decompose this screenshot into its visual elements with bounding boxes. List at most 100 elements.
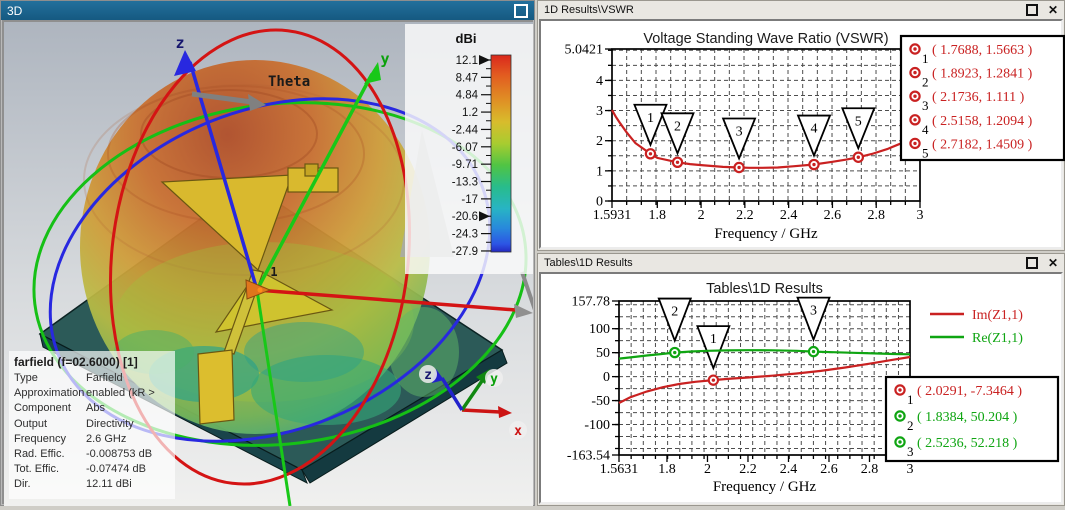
z-axis-arrowhead <box>174 50 196 76</box>
theta-arrowhead <box>248 94 266 111</box>
3d-viewport-window: 3D <box>0 0 535 506</box>
curve-Im(Z1,1) <box>618 355 911 404</box>
maximize-icon[interactable] <box>1025 4 1038 16</box>
colorbar-tick-label: -17 <box>461 194 478 206</box>
curve-Re(Z1,1) <box>618 349 911 360</box>
maximize-icon[interactable] <box>1025 257 1038 269</box>
legend-marker-number: 3 <box>907 444 914 459</box>
colorbar-range-arrow-icon[interactable] <box>479 211 490 222</box>
legend-marker-icon-dot <box>913 70 917 75</box>
x-tick-label: 2.6 <box>820 462 838 477</box>
colorbar[interactable] <box>405 24 533 274</box>
x-tick-label: 2 <box>698 208 705 223</box>
info-row: Component Abs <box>14 401 175 416</box>
marker-flag-number: 2 <box>674 119 681 134</box>
colorbar-tick-label: -6.07 <box>452 142 478 154</box>
info-row-label: Output <box>14 417 48 430</box>
colorbar-tick-label: -20.6 <box>452 211 478 223</box>
x-tick-label: 2.8 <box>867 208 885 223</box>
marker-flag-number: 4 <box>810 122 817 137</box>
info-row-label: Rad. Effic. <box>14 448 65 461</box>
colorbar-tick-label: -2.44 <box>452 124 479 136</box>
triad-y-badge <box>485 369 503 387</box>
legend-marker-icon-dot <box>898 440 902 444</box>
y-tick-label: 0 <box>603 370 610 385</box>
y-tick-label: 157.78 <box>572 295 611 310</box>
x-axis-line <box>256 288 517 312</box>
y-tick-label: 0 <box>596 195 603 210</box>
marker-flag[interactable] <box>660 112 695 156</box>
3d-window-titlebar[interactable]: 3D <box>1 1 534 20</box>
marker-flag-number: 3 <box>736 125 743 140</box>
theta-label: Theta <box>268 74 310 90</box>
y-axis-line <box>255 73 374 291</box>
antenna-bowtie <box>160 163 339 425</box>
marker-flag[interactable] <box>696 325 731 371</box>
legend-marker-icon-dot <box>898 388 902 392</box>
z-axis-label: z <box>175 34 184 52</box>
marker-flag[interactable] <box>796 114 832 158</box>
plot-title: Voltage Standing Wave Ratio (VSWR) <box>643 31 888 47</box>
info-row-value: -0.07474 dB <box>86 463 146 476</box>
legend-marker-value: ( 2.7182, 1.4509 ) <box>932 137 1033 152</box>
legend-series-name: Im(Z1,1) <box>972 308 1023 323</box>
close-icon[interactable]: ✕ <box>1047 256 1058 270</box>
vswr-window-titlebar[interactable]: 1D Results\VSWR ✕ <box>538 1 1064 19</box>
y-tick-label: -100 <box>584 418 610 433</box>
x-tick-label: 2.4 <box>780 208 798 223</box>
y-tick-label: 5.0421 <box>565 43 604 58</box>
legend-marker-value: ( 1.7688, 1.5663 ) <box>932 43 1033 58</box>
x-tick-label: 2 <box>704 462 711 477</box>
farfield-info-title: farfield (f=02.6000) [1] <box>14 355 138 369</box>
marker-flag[interactable] <box>633 103 668 148</box>
orbit-red <box>108 28 412 486</box>
x-axis-arrowhead <box>514 304 533 318</box>
colorbar-range-arrow-icon[interactable] <box>479 55 490 65</box>
close-icon[interactable]: ✕ <box>1047 3 1058 17</box>
info-row-value: Abs <box>86 402 105 415</box>
legend-series-name: Re(Z1,1) <box>972 331 1023 346</box>
tables-plot-area[interactable]: 1.5631 1.8 2 2.2 2.4 2.6 2.8 3 -163.54 -100 -50 0 50… <box>539 272 1063 504</box>
colorbar-tick-label: 4.84 <box>456 90 479 102</box>
data-marker-dot <box>856 155 861 159</box>
colorbar-tick-label: -27.9 <box>452 246 478 258</box>
tables-result-window: Tables\1D Results ✕ 1.5631 1.8 2 2.2 2.4 2.6 2… <box>537 253 1065 506</box>
x-axis-title: Frequency / GHz <box>713 479 817 495</box>
info-row-value: 12.11 dBi <box>86 478 132 491</box>
info-row-label: Type <box>14 372 38 384</box>
legend-marker-number: 3 <box>922 98 929 113</box>
phi-axis-line <box>520 271 533 311</box>
info-row-value: enabled (kR > <box>86 387 155 400</box>
marker-flag-number: 3 <box>810 304 817 319</box>
marker-flag[interactable] <box>796 296 831 343</box>
legend-marker-icon-dot <box>913 94 917 98</box>
y-tick-label: 100 <box>589 322 610 337</box>
legend-marker-number: 1 <box>907 392 914 407</box>
x-tick-label: 2.8 <box>861 462 879 477</box>
x-tick-label: 3 <box>907 462 914 477</box>
tables-window-titlebar[interactable]: Tables\1D Results ✕ <box>538 254 1064 272</box>
3d-canvas[interactable]: 12.1 8.47 4.84 1.2 -2.44 -6.07 -9.71 -13.3 -17 -2… <box>2 20 533 506</box>
legend-marker-number: 1 <box>922 51 929 66</box>
y-tick-label: 1 <box>596 164 603 179</box>
legend-marker-icon-dot <box>913 141 917 146</box>
marker-flag-number: 2 <box>671 305 678 320</box>
marker-flag[interactable] <box>721 117 757 161</box>
colorbar-tick-label: -9.71 <box>452 159 478 171</box>
info-row: Type Farfield <box>14 371 175 386</box>
marker-legend-box <box>899 34 1065 162</box>
maximize-icon[interactable] <box>514 3 528 18</box>
y-tick-label: -50 <box>591 394 610 409</box>
marker-flag[interactable] <box>657 297 693 344</box>
y-axis-negative-line <box>255 289 292 506</box>
vswr-plot-area[interactable]: 1.5931 1.8 2 2.2 2.4 2.6 2.8 3 0 1 2 3 4 5.0421 1 2 3 4 5 V… <box>539 19 1065 249</box>
3d-window-title: 3D <box>7 3 23 18</box>
data-marker-dot <box>648 152 653 156</box>
y-tick-label: 2 <box>596 134 603 149</box>
info-row: Tot. Effic. -0.07474 dB <box>14 462 175 477</box>
marker-flag[interactable] <box>840 107 876 151</box>
y-axis-label: y <box>380 50 389 68</box>
info-row-label: Approximation <box>14 387 85 400</box>
colorbar-title: dBi <box>456 31 477 46</box>
vswr-window-title: 1D Results\VSWR <box>544 4 634 16</box>
